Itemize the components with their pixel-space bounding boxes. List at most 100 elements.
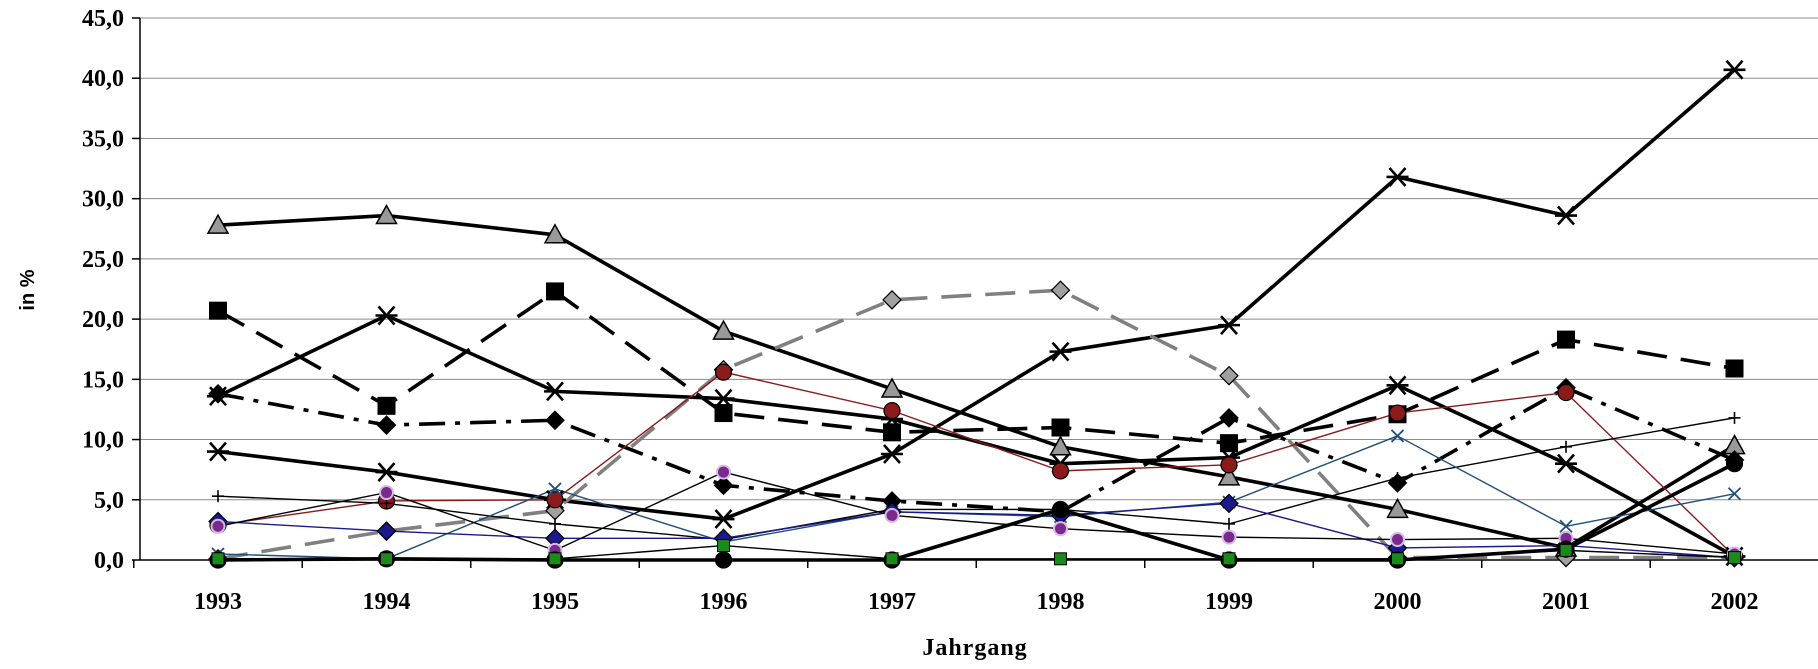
square-marker xyxy=(380,552,393,566)
square-marker xyxy=(1220,434,1238,453)
square-marker xyxy=(1054,552,1067,566)
asterisk-marker xyxy=(375,462,398,482)
y-tick-label: 0,0 xyxy=(94,548,124,574)
circle-marker xyxy=(1390,532,1405,548)
triangle-marker xyxy=(1049,435,1072,456)
square-marker xyxy=(211,552,225,566)
x-stroke xyxy=(1559,519,1573,533)
circle-marker xyxy=(716,464,731,480)
diamond-marker xyxy=(1219,365,1239,386)
x-tick-label: 1997 xyxy=(868,589,916,615)
y-tick-label: 35,0 xyxy=(82,126,124,152)
asterisk-stroke xyxy=(1557,205,1575,226)
x-tick-label: 2001 xyxy=(1542,589,1590,615)
x-marker xyxy=(1727,487,1742,501)
circle-marker xyxy=(1220,456,1238,474)
square-marker xyxy=(548,552,562,566)
asterisk-stroke xyxy=(377,305,396,326)
asterisk-stroke xyxy=(1388,167,1407,187)
asterisk-stroke xyxy=(1051,341,1070,362)
asterisk-stroke xyxy=(1725,59,1744,80)
x-marker xyxy=(1390,429,1405,443)
series-line xyxy=(217,371,1735,557)
square-marker xyxy=(1557,330,1575,349)
diamond-marker xyxy=(545,410,565,431)
asterisk-marker xyxy=(1555,453,1577,474)
asterisk-marker xyxy=(207,441,229,462)
triangle-marker xyxy=(206,213,230,234)
y-tick-label: 25,0 xyxy=(82,247,124,273)
circle-marker xyxy=(1388,404,1407,422)
triangle-marker xyxy=(712,319,735,340)
square-marker xyxy=(1728,551,1741,565)
series-line xyxy=(217,288,1735,561)
diamond-marker xyxy=(208,383,228,404)
x-marker xyxy=(1559,519,1573,533)
triangle-marker xyxy=(880,377,904,398)
circle-marker xyxy=(884,507,900,523)
circle-marker xyxy=(1053,521,1068,537)
y-tick-label: 40,0 xyxy=(82,66,124,92)
asterisk-stroke xyxy=(377,462,396,482)
asterisk-stroke xyxy=(883,444,901,464)
triangle-marker xyxy=(543,223,567,244)
y-tick-label: 20,0 xyxy=(82,307,124,333)
diamond-marker xyxy=(376,415,397,435)
asterisk-marker xyxy=(1218,315,1240,335)
diamond-marker xyxy=(376,521,397,541)
asterisk-stroke xyxy=(209,441,227,462)
asterisk-marker xyxy=(712,388,735,409)
series-line xyxy=(217,213,1736,550)
triangle-marker xyxy=(1217,465,1241,486)
y-tick-label: 45,0 xyxy=(82,6,124,32)
x-tick-label: 2000 xyxy=(1374,589,1422,615)
asterisk-marker xyxy=(375,305,398,326)
square-marker xyxy=(1222,552,1236,566)
asterisk-stroke xyxy=(546,381,564,402)
y-axis-title: in % xyxy=(17,269,39,310)
y-tick-label: 15,0 xyxy=(82,367,124,393)
x-tick-label: 1999 xyxy=(1205,589,1253,615)
plus-marker xyxy=(212,490,224,503)
asterisk-marker xyxy=(1386,375,1409,396)
circle-marker xyxy=(1557,383,1575,402)
circle-marker xyxy=(1051,500,1070,519)
asterisk-marker xyxy=(544,381,566,402)
circle-marker xyxy=(210,518,226,534)
gridlines xyxy=(140,17,1818,501)
x-tick-label: 1994 xyxy=(363,589,411,615)
series-line xyxy=(218,544,1735,560)
series-line xyxy=(217,313,1736,558)
triangle-marker xyxy=(1386,497,1409,519)
x-stroke xyxy=(1390,429,1405,443)
plus-marker xyxy=(1391,472,1404,485)
triangle-marker xyxy=(375,203,398,225)
y-tick-label: 5,0 xyxy=(94,488,124,514)
series-line xyxy=(217,471,1735,555)
plus-marker xyxy=(549,517,561,530)
square-marker xyxy=(209,301,227,320)
series-line xyxy=(217,502,1735,559)
y-tick-label: 30,0 xyxy=(82,187,124,213)
asterisk-marker xyxy=(1386,167,1409,187)
square-marker xyxy=(883,423,901,442)
circle-marker xyxy=(379,485,394,501)
series-group xyxy=(217,68,1736,562)
asterisk-marker xyxy=(712,509,735,529)
square-marker xyxy=(1725,359,1744,378)
tick-labels: 0,0 5,0 10,0 15,0 20,0 25,0 30,0 35,0 40,0 45,0 19… xyxy=(82,6,1759,615)
plus-marker xyxy=(1223,517,1235,530)
x-stroke xyxy=(1727,487,1742,501)
diamond-marker xyxy=(713,475,734,496)
series-line xyxy=(217,417,1735,541)
circle-marker xyxy=(883,402,901,420)
square-marker xyxy=(714,404,733,423)
asterisk-stroke xyxy=(1388,375,1407,396)
square-marker xyxy=(1559,543,1573,557)
circle-marker xyxy=(546,491,564,509)
square-marker xyxy=(1391,552,1404,566)
asterisk-marker xyxy=(881,444,903,464)
x-marker xyxy=(548,482,562,496)
